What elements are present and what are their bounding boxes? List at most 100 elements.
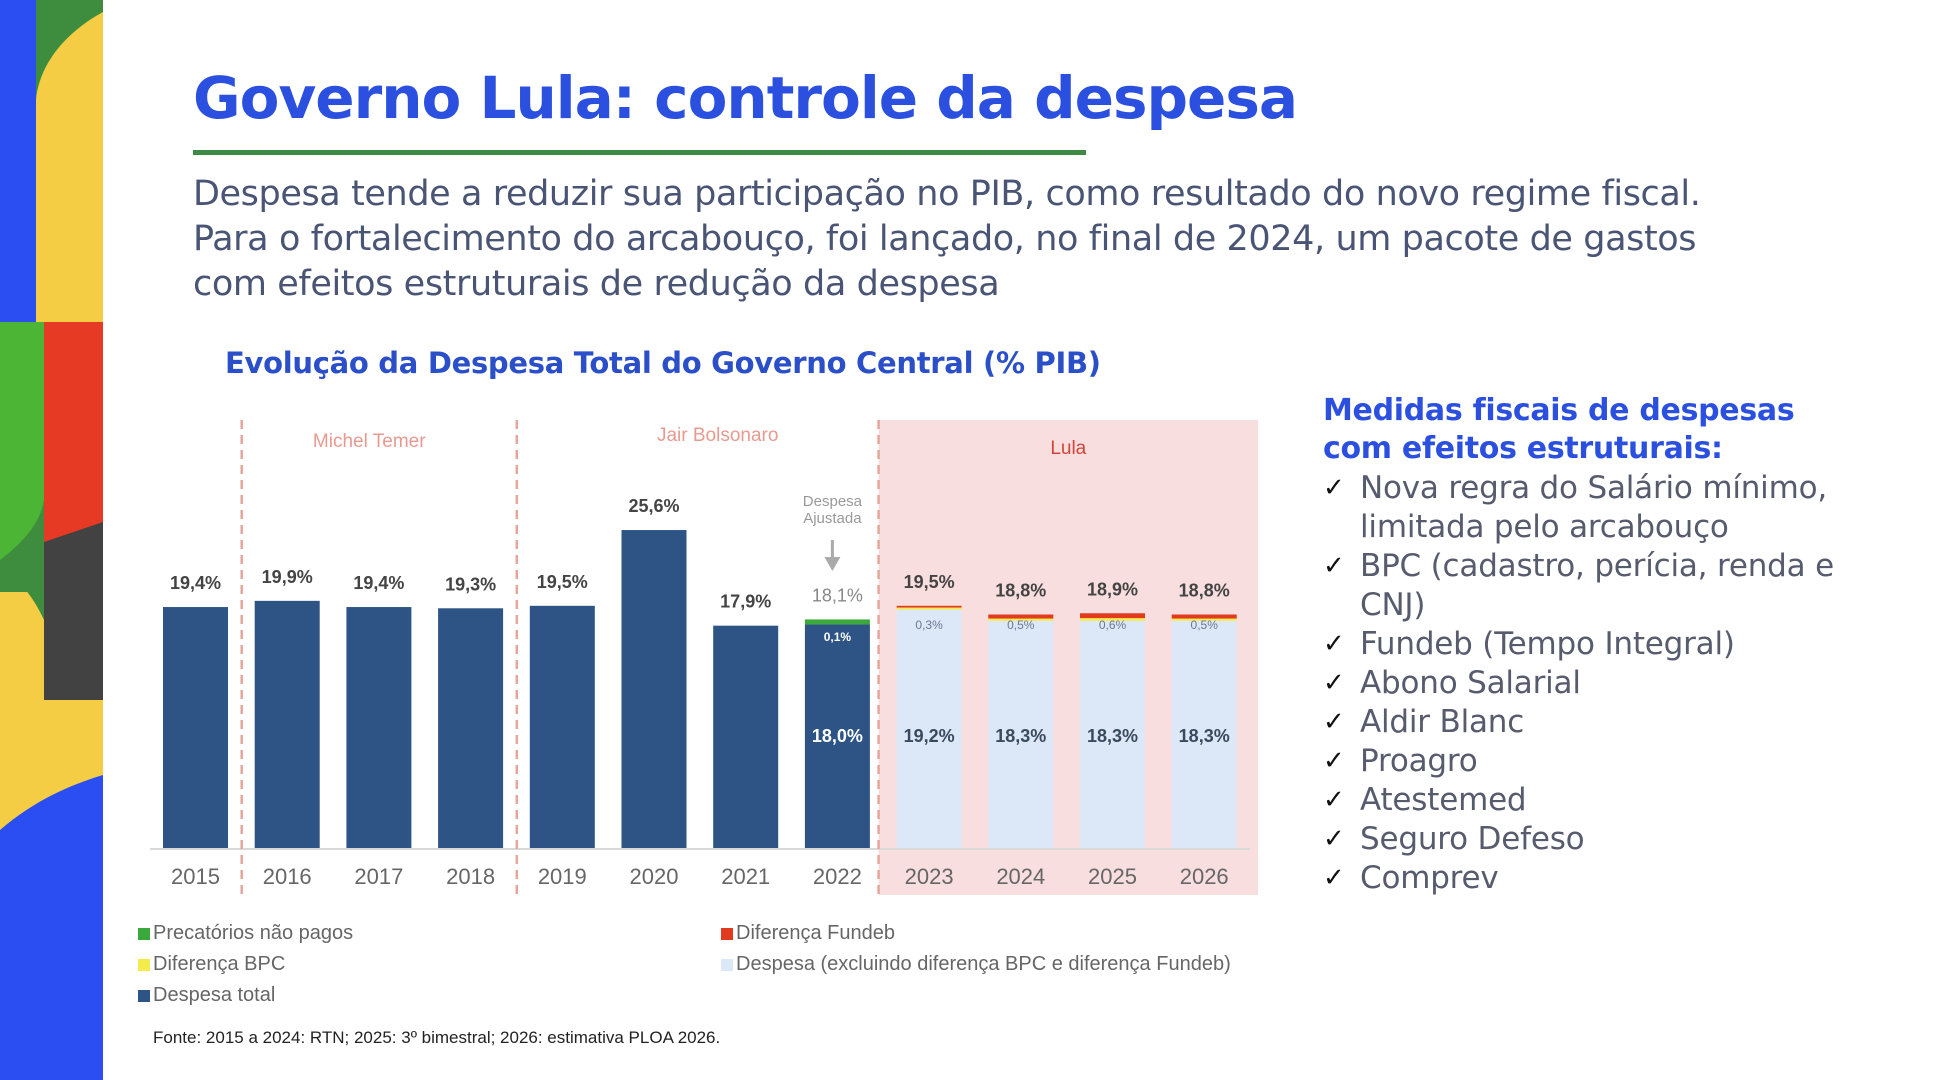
bar-diferenca-fundeb-2025 bbox=[1080, 613, 1145, 619]
bar-inner-value-2022: 18,0% bbox=[812, 726, 863, 746]
legend-swatch bbox=[138, 958, 150, 971]
measure-text: BPC (cadastro, perícia, renda e bbox=[1360, 548, 1834, 584]
measure-item: ✓ Fundeb (Tempo Integral) bbox=[1323, 625, 1834, 664]
bar-despesa-total-2016 bbox=[254, 600, 320, 848]
measure-item: ✓ Seguro Defeso bbox=[1323, 820, 1834, 859]
measure-text: Seguro Defeso bbox=[1360, 821, 1585, 857]
government-label-michel-temer: Michel Temer bbox=[313, 431, 426, 452]
bar-increment-label-2025: 0,6% bbox=[1099, 618, 1127, 632]
bar-despesa-total-2021 bbox=[713, 625, 779, 848]
measure-text: Abono Salarial bbox=[1360, 665, 1581, 701]
bar-value-label-2025: 18,9% bbox=[1087, 579, 1138, 599]
subtitle: Despesa tende a reduzir sua participação… bbox=[193, 172, 1893, 307]
bar-value-label-2023: 19,5% bbox=[904, 572, 955, 592]
bar-despesa-total-2019 bbox=[529, 605, 595, 848]
bar-diferenca-bpc-2025 bbox=[1080, 618, 1145, 621]
x-tick-label-2016: 2016 bbox=[263, 864, 312, 889]
measure-text: Fundeb (Tempo Integral) bbox=[1360, 626, 1735, 662]
bar-despesa-total-2022 bbox=[804, 624, 870, 848]
measure-item: ✓ Atestemed bbox=[1323, 781, 1834, 820]
measure-item: ✓ Comprev bbox=[1323, 859, 1834, 898]
government-label-jair-bolsonaro: Jair Bolsonaro bbox=[657, 425, 778, 446]
bar-value-label-2018: 19,3% bbox=[445, 574, 496, 594]
measure-item: ✓ Proagro bbox=[1323, 742, 1834, 781]
down-arrow-icon bbox=[824, 557, 841, 571]
bar-increment-label-2023: 0,3% bbox=[915, 618, 943, 632]
bar-diferenca-bpc-2024 bbox=[988, 618, 1054, 621]
bar-diferenca-fundeb-2023 bbox=[896, 605, 962, 608]
bar-value-label-2022: 18,1% bbox=[812, 585, 863, 605]
checkmark-icon: ✓ bbox=[1323, 785, 1345, 815]
x-tick-label-2017: 2017 bbox=[354, 864, 403, 889]
bar-inner-value-2023: 19,2% bbox=[904, 726, 955, 746]
legend-label: Despesa (excluindo diferença BPC e difer… bbox=[736, 953, 1231, 975]
checkmark-icon: ✓ bbox=[1323, 668, 1345, 698]
legend-item-bpc: Diferença BPC bbox=[138, 953, 285, 976]
x-tick-label-2015: 2015 bbox=[171, 864, 220, 889]
measures-list: ✓ Nova regra do Salário mínimo, limitada p… bbox=[1323, 469, 1834, 898]
x-tick-label-2024: 2024 bbox=[996, 864, 1045, 889]
bar-value-label-2019: 19,5% bbox=[537, 572, 588, 592]
legend-item-despesa-total: Despesa total bbox=[138, 984, 275, 1007]
measure-text: Nova regra do Salário mínimo, bbox=[1360, 470, 1828, 506]
legend-swatch bbox=[138, 989, 150, 1002]
x-tick-label-2022: 2022 bbox=[813, 864, 862, 889]
x-tick-label-2019: 2019 bbox=[538, 864, 587, 889]
bar-despesa-total-2017 bbox=[346, 607, 412, 848]
bar-diferenca-fundeb-2024 bbox=[988, 614, 1054, 619]
legend-label: Diferença BPC bbox=[153, 953, 286, 975]
annotation-text: Ajustada bbox=[803, 510, 862, 527]
subtitle-line: com efeitos estruturais de redução da de… bbox=[193, 264, 1000, 304]
subtitle-line: Despesa tende a reduzir sua participação… bbox=[193, 174, 1701, 214]
side-panel-title: Medidas fiscais de despesas com efeitos … bbox=[1323, 392, 1795, 468]
side-title-line: com efeitos estruturais: bbox=[1323, 431, 1723, 466]
measure-text: CNJ) bbox=[1360, 587, 1426, 623]
title-underline bbox=[193, 150, 1086, 155]
checkmark-icon: ✓ bbox=[1323, 473, 1345, 503]
bar-despesa-excl-2026 bbox=[1171, 620, 1237, 848]
bar-inner-value-2024: 18,3% bbox=[995, 726, 1046, 746]
x-tick-label-2018: 2018 bbox=[446, 864, 495, 889]
checkmark-icon: ✓ bbox=[1323, 746, 1345, 776]
bar-value-label-2020: 25,6% bbox=[628, 496, 679, 516]
legend-item-despesa-excl: Despesa (excluindo diferença BPC e difer… bbox=[721, 953, 1231, 976]
bar-value-label-2024: 18,8% bbox=[995, 581, 1046, 601]
legend-label: Precatórios não pagos bbox=[153, 922, 354, 944]
bar-despesa-total-2015 bbox=[163, 607, 228, 848]
x-tick-label-2021: 2021 bbox=[721, 864, 770, 889]
bar-value-label-2026: 18,8% bbox=[1179, 581, 1230, 601]
subtitle-line: Para o fortalecimento do arcabouço, foi … bbox=[193, 219, 1697, 259]
bar-despesa-total-2020 bbox=[621, 530, 687, 848]
government-label-lula: Lula bbox=[1050, 438, 1086, 459]
bar-value-label-2016: 19,9% bbox=[262, 567, 313, 587]
bar-despesa-excl-2024 bbox=[988, 620, 1054, 848]
bar-value-label-2017: 19,4% bbox=[353, 573, 404, 593]
bar-diferenca-bpc-2023 bbox=[896, 607, 962, 610]
x-tick-label-2026: 2026 bbox=[1180, 864, 1229, 889]
decorative-side-band bbox=[0, 0, 103, 1080]
measure-text: Proagro bbox=[1360, 743, 1478, 779]
checkmark-icon: ✓ bbox=[1323, 551, 1345, 581]
annotation-text: Despesa bbox=[803, 493, 863, 510]
bar-diferenca-fundeb-2026 bbox=[1171, 614, 1237, 619]
measure-text: Aldir Blanc bbox=[1360, 704, 1525, 740]
legend-swatch bbox=[721, 958, 733, 971]
bar-inner-value-2025: 18,3% bbox=[1087, 726, 1138, 746]
bar-inner-value-2026: 18,3% bbox=[1179, 726, 1230, 746]
bar-increment-label-2024: 0,5% bbox=[1007, 618, 1035, 632]
x-tick-label-2020: 2020 bbox=[630, 864, 679, 889]
chart-title: Evolução da Despesa Total do Governo Cen… bbox=[225, 346, 1101, 380]
measure-text: Atestemed bbox=[1360, 782, 1527, 818]
measure-item: ✓ BPC (cadastro, perícia, renda e CNJ) bbox=[1323, 547, 1834, 625]
x-tick-label-2023: 2023 bbox=[905, 864, 954, 889]
measure-text: Comprev bbox=[1360, 860, 1499, 896]
x-tick-label-2025: 2025 bbox=[1088, 864, 1137, 889]
bar-value-label-2015: 19,4% bbox=[170, 573, 221, 593]
side-title-line: Medidas fiscais de despesas bbox=[1323, 393, 1795, 428]
legend-label: Diferença Fundeb bbox=[736, 922, 895, 944]
legend-label: Despesa total bbox=[153, 984, 276, 1006]
source-note: Fonte: 2015 a 2024: RTN; 2025: 3º bimest… bbox=[153, 1028, 721, 1047]
bar-despesa-excl-2023 bbox=[896, 609, 962, 848]
bar-despesa-excl-2025 bbox=[1080, 620, 1145, 848]
